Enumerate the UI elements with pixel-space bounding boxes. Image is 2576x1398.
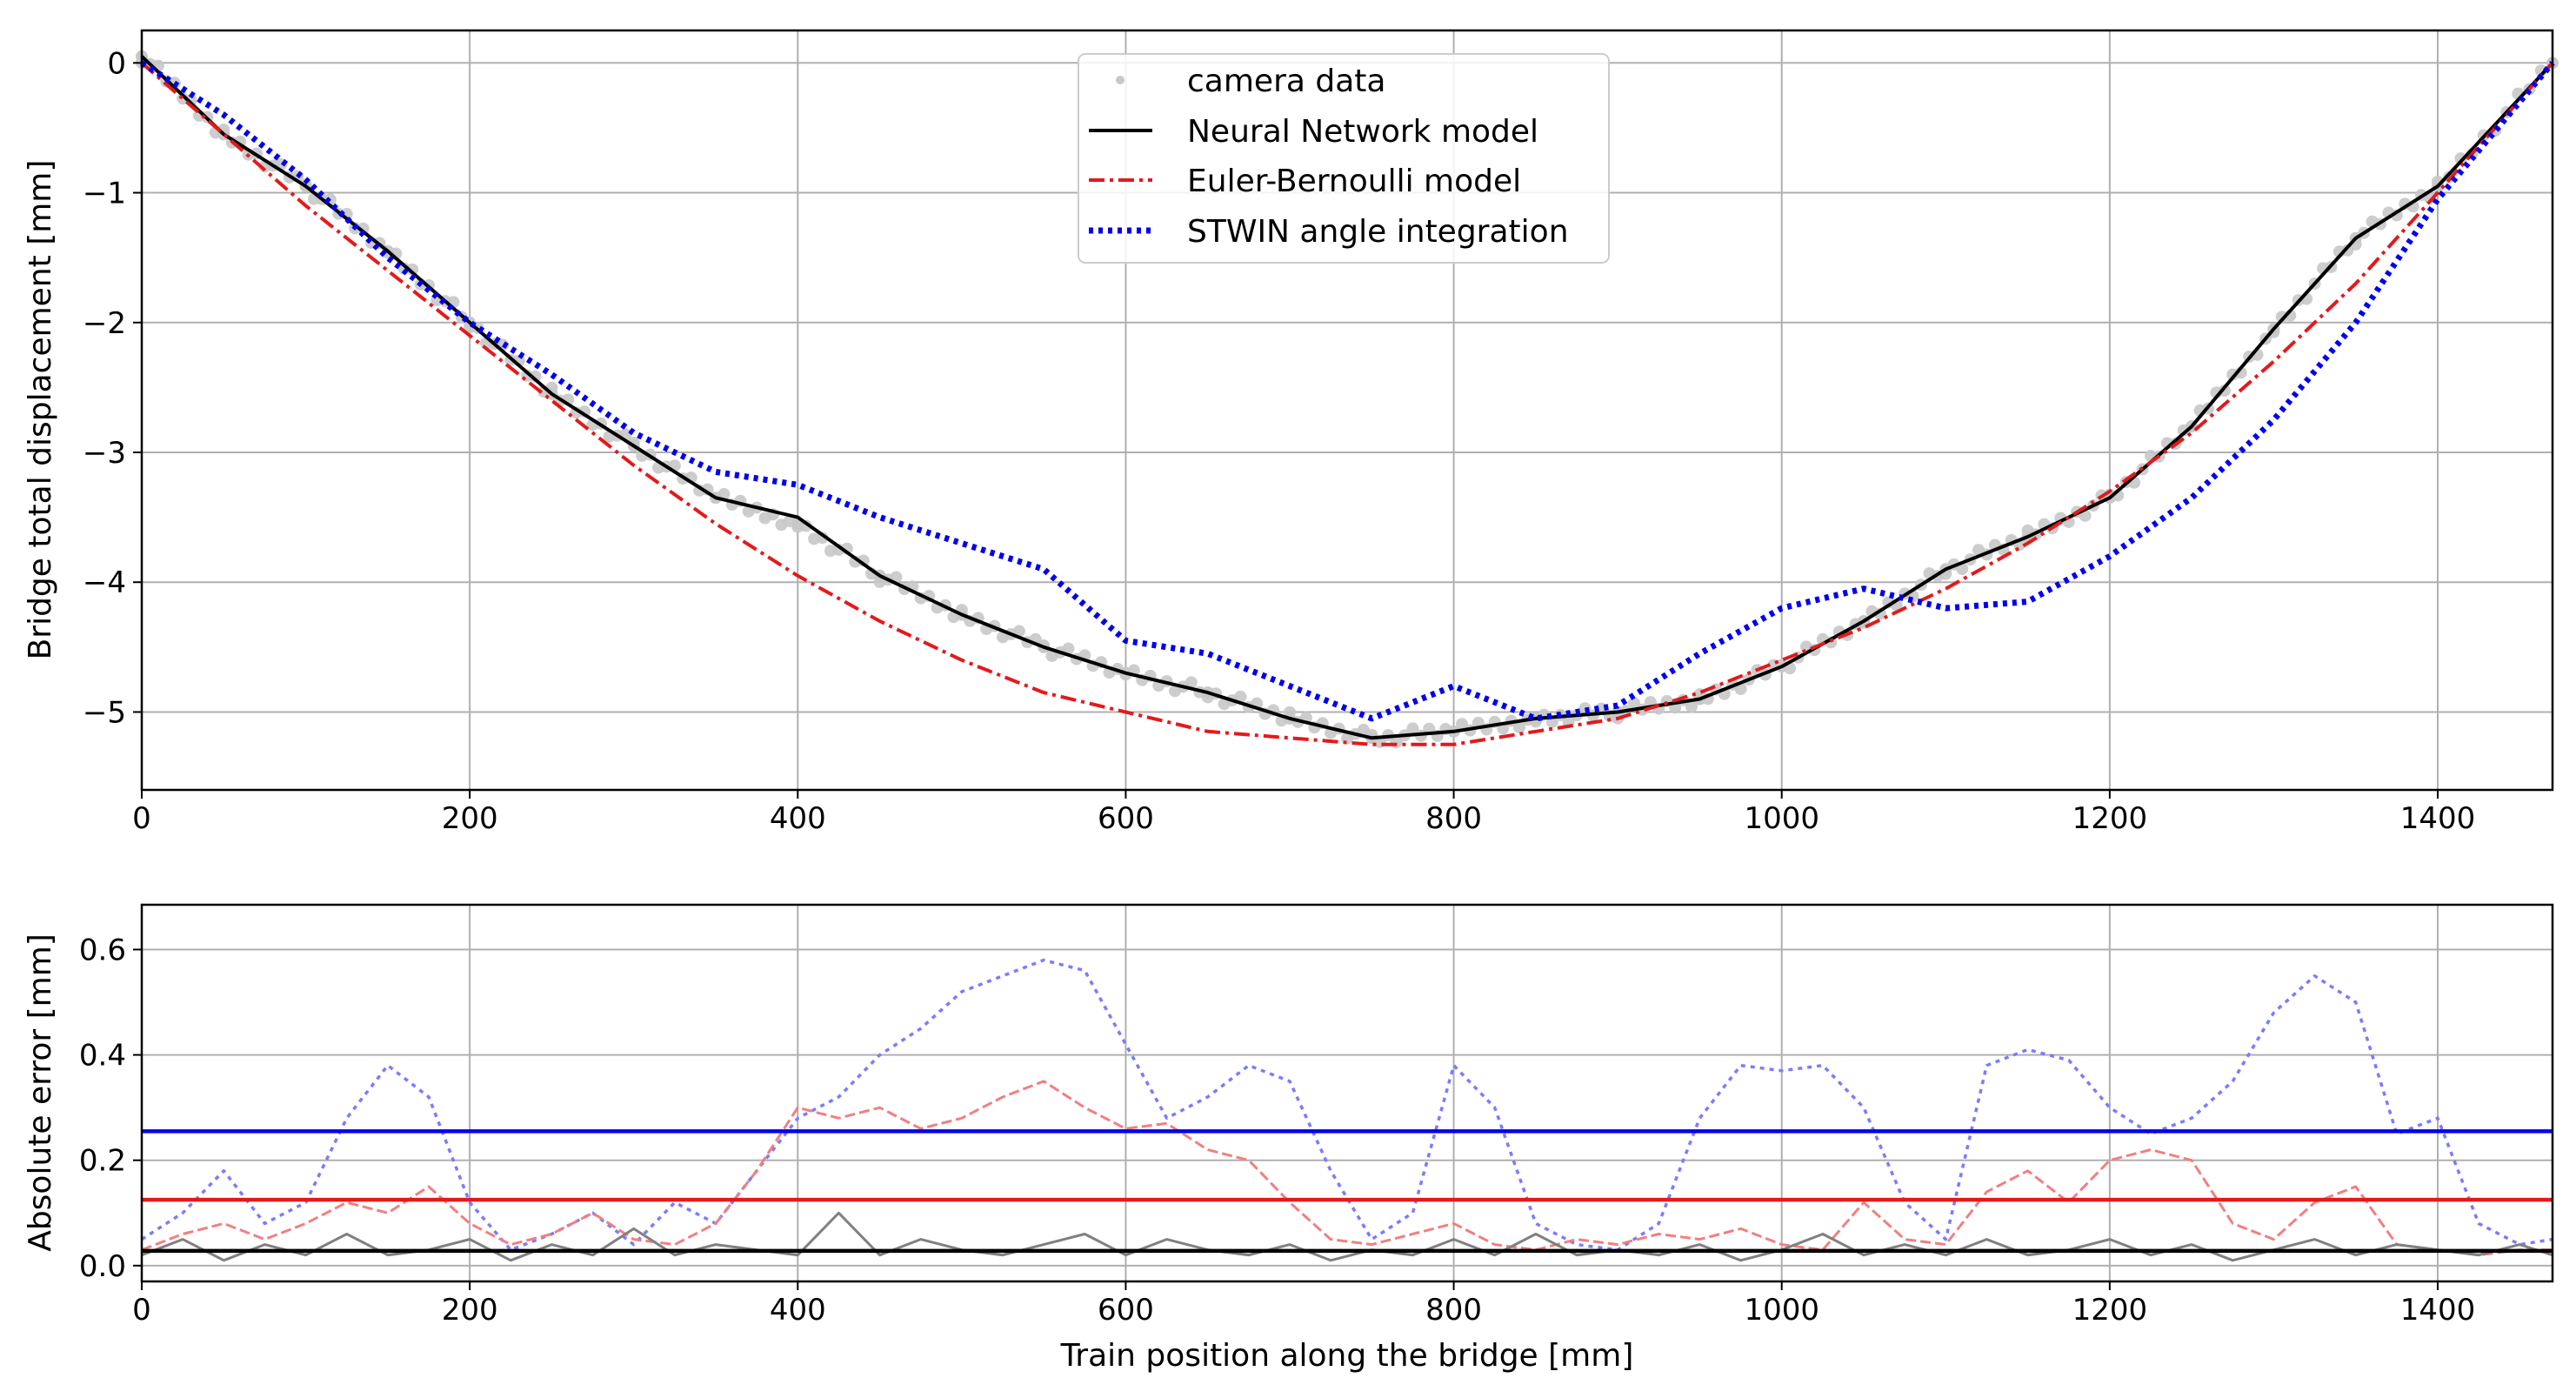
top-ylabel: Bridge total displacement [mm]	[23, 160, 58, 660]
bottom-xtick-label: 1000	[1744, 1293, 1819, 1328]
top-xtick-label: 0	[132, 801, 151, 836]
top-xtick-label: 1000	[1744, 801, 1819, 836]
top-point	[1185, 676, 1198, 689]
legend-label-eb: Euler-Bernoulli model	[1187, 164, 1521, 199]
bottom-xtick-label: 200	[442, 1293, 498, 1328]
top-point	[406, 263, 419, 276]
top-series	[136, 50, 2559, 749]
bottom-xlabel: Train position along the bridge [mm]	[1060, 1338, 1634, 1374]
legend-marker-camera	[1116, 76, 1124, 84]
top-point	[1685, 700, 1698, 713]
bottom-ytick-label: 0.4	[79, 1039, 126, 1074]
bottom-xtick-label: 1200	[2072, 1293, 2148, 1328]
top-ytick-label: −3	[83, 436, 126, 471]
top-ytick-label: −2	[83, 306, 126, 341]
top-point	[1234, 690, 1247, 703]
legend-label-nn: Neural Network model	[1187, 114, 1538, 150]
top-point	[1956, 563, 1969, 576]
top-ytick-label: −4	[83, 565, 126, 600]
top-series-stwin-angle-integration	[140, 60, 2555, 722]
bottom-xtick-label: 0	[132, 1293, 151, 1328]
top-xtick-label: 600	[1098, 801, 1154, 836]
bottom-plot-area	[142, 905, 2553, 1281]
top-axes-frame	[140, 29, 2554, 792]
top-xtick-label: 200	[442, 801, 498, 836]
top-point	[1734, 683, 1747, 696]
top-series-neural-network-model	[140, 55, 2554, 740]
bottom-series-neural-network-absolute-error	[141, 1211, 2553, 1262]
bottom-xtick-label: 400	[770, 1293, 826, 1328]
bottom-series	[141, 958, 2553, 1262]
top-xtick-label: 800	[1425, 801, 1482, 836]
bottom-axes-frame	[140, 903, 2554, 1283]
bottom-xtick-label: 800	[1425, 1293, 1482, 1328]
top-xtick-label: 1400	[2400, 801, 2476, 836]
top-xtick-label: 1200	[2072, 801, 2148, 836]
legend-box	[1078, 53, 1610, 264]
bottom-panel: 0 200 400 600 800 1000 1200 1400 0.0 0.2 0.4 0.6 Ab…	[23, 903, 2554, 1374]
top-point	[1406, 722, 1419, 735]
top-panel: 0 200 400 600 800 1000 1200 1400 0 −1 −2 −3 −4 −5 Bri…	[23, 29, 2559, 836]
bottom-ytick-label: 0.0	[79, 1249, 126, 1284]
top-point	[1456, 718, 1468, 731]
top-point	[1628, 697, 1640, 710]
top-ytick-label: −5	[83, 695, 126, 730]
top-point	[2454, 152, 2467, 165]
top-point	[357, 222, 370, 235]
bottom-xtick-label: 1400	[2400, 1293, 2476, 1328]
legend: camera data Neural Network model Euler-B…	[1078, 53, 1610, 264]
bottom-ytick-label: 0.2	[79, 1144, 126, 1179]
bottom-ytick-label: 0.6	[79, 933, 126, 967]
legend-label-stwin: STWIN angle integration	[1187, 214, 1569, 250]
top-xtick-label: 400	[770, 801, 826, 836]
legend-label-camera: camera data	[1187, 64, 1385, 99]
top-point	[1012, 625, 1025, 638]
bottom-series-euler-bernoulli-absolute-error	[141, 1080, 2553, 1257]
bottom-ylabel: Absolute error [mm]	[23, 933, 58, 1252]
bottom-ticks: 0 200 400 600 800 1000 1200 1400 0.0 0.2 0.4 0.6	[79, 933, 2475, 1328]
top-point	[1513, 721, 1525, 734]
top-ytick-label: 0	[107, 46, 126, 81]
top-point	[529, 370, 542, 383]
bottom-grid	[141, 905, 2553, 1281]
top-ticks: 0 200 400 600 800 1000 1200 1400 0 −1 −2 −3 −4 −5	[83, 46, 2475, 836]
bottom-xtick-label: 600	[1098, 1293, 1154, 1328]
top-series-euler-bernoulli-model	[140, 61, 2554, 746]
top-ytick-label: −1	[83, 177, 126, 211]
top-point	[1062, 642, 1075, 655]
